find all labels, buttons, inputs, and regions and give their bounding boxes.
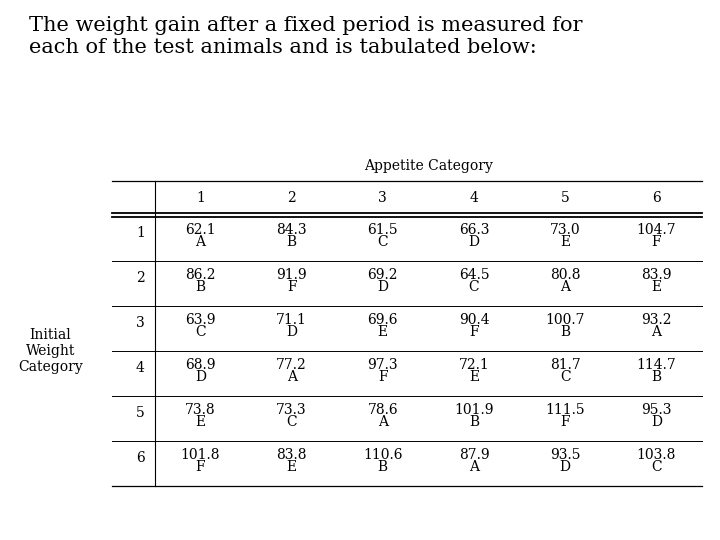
Text: 83.8: 83.8 [276,448,307,462]
Text: C: C [560,370,570,384]
Text: E: E [195,415,205,429]
Text: F: F [287,280,297,294]
Text: C: C [469,280,480,294]
Text: 1: 1 [136,226,145,240]
Text: 62.1: 62.1 [185,224,216,238]
Text: 73.0: 73.0 [550,224,580,238]
Text: B: B [560,325,570,339]
Text: B: B [378,460,388,474]
Text: 5: 5 [136,406,145,420]
Text: F: F [378,370,387,384]
Text: 93.5: 93.5 [550,448,580,462]
Text: 90.4: 90.4 [459,313,490,327]
Text: 93.2: 93.2 [641,313,672,327]
Text: E: E [560,235,570,249]
Text: D: D [651,415,662,429]
Text: B: B [287,235,297,249]
Text: 61.5: 61.5 [367,224,398,238]
Text: 77.2: 77.2 [276,359,307,373]
Text: D: D [559,460,571,474]
Text: A: A [378,415,388,429]
Text: 2: 2 [287,192,296,205]
Text: 101.9: 101.9 [454,403,494,417]
Text: The weight gain after a fixed period is measured for
each of the test animals an: The weight gain after a fixed period is … [29,16,582,57]
Text: D: D [195,370,206,384]
Text: 87.9: 87.9 [459,448,490,462]
Text: 86.2: 86.2 [185,268,216,282]
Text: 91.9: 91.9 [276,268,307,282]
Text: 73.8: 73.8 [185,403,216,417]
Text: 83.9: 83.9 [641,268,672,282]
Text: E: E [378,325,388,339]
Text: B: B [469,415,479,429]
Text: F: F [196,460,205,474]
Text: 3: 3 [136,316,145,329]
Text: 3: 3 [379,192,387,205]
Text: Appetite Category: Appetite Category [364,159,492,173]
Text: 104.7: 104.7 [636,224,676,238]
Text: D: D [469,235,480,249]
Text: B: B [652,370,662,384]
Text: 69.2: 69.2 [367,268,398,282]
Text: B: B [195,280,205,294]
Text: E: E [287,460,297,474]
Text: 5: 5 [561,192,570,205]
Text: 6: 6 [136,451,145,464]
Text: 4: 4 [136,361,145,375]
Text: 80.8: 80.8 [550,268,580,282]
Text: A: A [469,460,479,474]
Text: 110.6: 110.6 [363,448,402,462]
Text: E: E [652,280,662,294]
Text: 6: 6 [652,192,661,205]
Text: F: F [560,415,570,429]
Text: 66.3: 66.3 [459,224,490,238]
Text: 97.3: 97.3 [367,359,398,373]
Text: A: A [287,370,297,384]
Text: 84.3: 84.3 [276,224,307,238]
Text: Initial
Weight
Category: Initial Weight Category [18,328,83,374]
Text: 101.8: 101.8 [181,448,220,462]
Text: 103.8: 103.8 [636,448,676,462]
Text: 69.6: 69.6 [367,313,398,327]
Text: 100.7: 100.7 [546,313,585,327]
Text: A: A [195,235,205,249]
Text: 78.6: 78.6 [367,403,398,417]
Text: 1: 1 [196,192,204,205]
Text: A: A [560,280,570,294]
Text: A: A [652,325,662,339]
Text: 2: 2 [136,271,145,285]
Text: 71.1: 71.1 [276,313,307,327]
Text: C: C [377,235,388,249]
Text: E: E [469,370,479,384]
Text: 95.3: 95.3 [641,403,672,417]
Text: 64.5: 64.5 [459,268,490,282]
Text: F: F [652,235,661,249]
Text: 68.9: 68.9 [185,359,216,373]
Text: C: C [287,415,297,429]
Text: 73.3: 73.3 [276,403,307,417]
Text: D: D [286,325,297,339]
Text: 111.5: 111.5 [545,403,585,417]
Text: C: C [195,325,206,339]
Text: D: D [377,280,388,294]
Text: 114.7: 114.7 [636,359,676,373]
Text: C: C [651,460,662,474]
Text: 63.9: 63.9 [185,313,216,327]
Text: 4: 4 [469,192,478,205]
Text: 81.7: 81.7 [550,359,580,373]
Text: F: F [469,325,479,339]
Text: 72.1: 72.1 [459,359,490,373]
